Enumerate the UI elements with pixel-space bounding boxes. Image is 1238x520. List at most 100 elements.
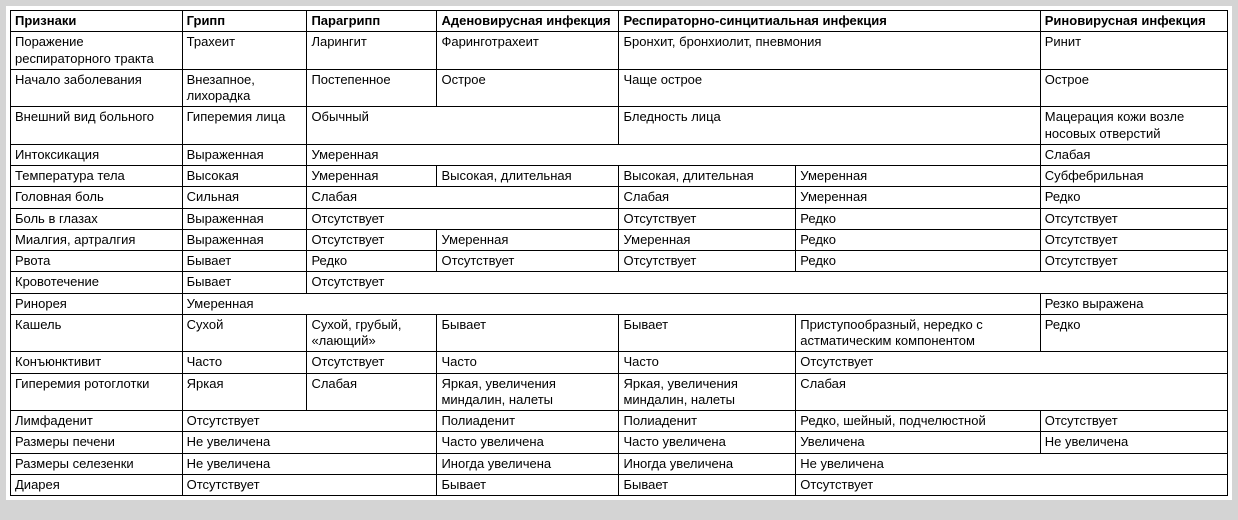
cell: Внешний вид больного [11,107,183,145]
table-row: Лимфаденит Отсутствует Полиаденит Полиад… [11,411,1228,432]
cell: Резко выражена [1040,293,1227,314]
cell: Отсутствует [619,208,796,229]
cell: Начало заболевания [11,69,183,107]
table-row: Рвота Бывает Редко Отсутствует Отсутству… [11,251,1228,272]
cell: Умеренная [307,166,437,187]
cell: Размеры печени [11,432,183,453]
cell: Головная боль [11,187,183,208]
cell: Внезапное, лихорадка [182,69,307,107]
cell: Конъюнктивит [11,352,183,373]
cell: Ринит [1040,32,1227,70]
cell: Отсутствует [437,251,619,272]
cell: Бывает [619,474,796,495]
cell: Субфебрильная [1040,166,1227,187]
cell: Отсутствует [1040,411,1227,432]
cell: Кашель [11,314,183,352]
cell: Высокая [182,166,307,187]
cell: Редко [1040,314,1227,352]
col-header-rhino: Риновирусная инфекция [1040,11,1227,32]
cell: Отсутствует [307,352,437,373]
cell: Гиперемия ротоглотки [11,373,183,411]
cell: Сухой [182,314,307,352]
cell: Бывает [437,474,619,495]
cell: Отсутствует [307,208,619,229]
cell: Редко [307,251,437,272]
table-row: Поражение респираторного тракта Трахеит … [11,32,1228,70]
cell: Поражение респираторного тракта [11,32,183,70]
cell: Температура тела [11,166,183,187]
cell: Редко [796,208,1040,229]
cell: Отсутствует [619,251,796,272]
cell: Гиперемия лица [182,107,307,145]
cell: Редко [796,251,1040,272]
cell: Умеренная [796,166,1040,187]
cell: Бывает [619,314,796,352]
table-row: Боль в глазах Выраженная Отсутствует Отс… [11,208,1228,229]
table-row: Миалгия, артралгия Выраженная Отсутствуе… [11,229,1228,250]
cell: Слабая [796,373,1228,411]
cell: Боль в глазах [11,208,183,229]
cell: Сильная [182,187,307,208]
table-row: Головная боль Сильная Слабая Слабая Умер… [11,187,1228,208]
cell: Отсутствует [307,229,437,250]
col-header-flu: Грипп [182,11,307,32]
cell: Не увеличена [1040,432,1227,453]
cell: Редко [1040,187,1227,208]
cell: Бывает [182,272,307,293]
cell: Сухой, грубый, «лающий» [307,314,437,352]
table-row: Внешний вид больного Гиперемия лица Обыч… [11,107,1228,145]
table-row: Конъюнктивит Часто Отсутствует Часто Час… [11,352,1228,373]
cell: Острое [437,69,619,107]
cell: Фаринготрахеит [437,32,619,70]
cell: Умеренная [437,229,619,250]
cell: Иногда увеличена [437,453,619,474]
cell: Яркая, увеличения миндалин, налеты [437,373,619,411]
cell: Не увеличена [796,453,1228,474]
cell: Яркая, увеличения миндалин, налеты [619,373,796,411]
cell: Отсутствует [182,411,437,432]
cell: Бледность лица [619,107,1040,145]
cell: Яркая [182,373,307,411]
cell: Отсутствует [796,474,1228,495]
cell: Выраженная [182,229,307,250]
table-row: Кровотечение Бывает Отсутствует [11,272,1228,293]
cell: Увеличена [796,432,1040,453]
table-row: Размеры селезенки Не увеличена Иногда ув… [11,453,1228,474]
cell: Умеренная [619,229,796,250]
cell: Бывает [182,251,307,272]
cell: Редко [796,229,1040,250]
cell: Трахеит [182,32,307,70]
table-row: Размеры печени Не увеличена Часто увелич… [11,432,1228,453]
col-header-adeno: Аденовирусная инфекция [437,11,619,32]
cell: Иногда увеличена [619,453,796,474]
cell: Лимфаденит [11,411,183,432]
cell: Рвота [11,251,183,272]
table-row: Гиперемия ротоглотки Яркая Слабая Яркая,… [11,373,1228,411]
cell: Слабая [307,373,437,411]
cell: Полиаденит [619,411,796,432]
cell: Отсутствует [1040,229,1227,250]
cell: Бронхит, бронхиолит, пневмония [619,32,1040,70]
cell: Умеренная [182,293,1040,314]
cell: Миалгия, артралгия [11,229,183,250]
cell: Ринорея [11,293,183,314]
cell: Не увеличена [182,453,437,474]
cell: Слабая [1040,144,1227,165]
table-row: Начало заболевания Внезапное, лихорадка … [11,69,1228,107]
cell: Острое [1040,69,1227,107]
cell: Часто увеличена [619,432,796,453]
table-row: Диарея Отсутствует Бывает Бывает Отсутст… [11,474,1228,495]
cell: Полиаденит [437,411,619,432]
cell: Чаще острое [619,69,1040,107]
cell: Диарея [11,474,183,495]
col-header-signs: Признаки [11,11,183,32]
cell: Приступообразный, нередко с астматически… [796,314,1040,352]
cell: Отсутствует [182,474,437,495]
table-row: Ринорея Умеренная Резко выражена [11,293,1228,314]
table-row: Кашель Сухой Сухой, грубый, «лающий» Быв… [11,314,1228,352]
cell: Постепенное [307,69,437,107]
cell: Часто увеличена [437,432,619,453]
cell: Умеренная [796,187,1040,208]
cell: Отсутствует [307,272,1228,293]
cell: Выраженная [182,144,307,165]
